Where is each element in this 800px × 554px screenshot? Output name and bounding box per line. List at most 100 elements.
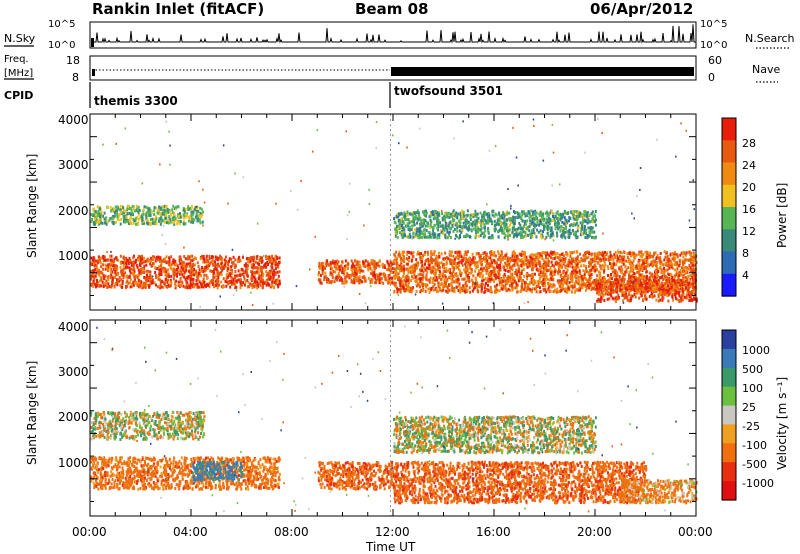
range-cell [507,225,510,229]
range-cell [193,273,196,277]
range-cell [514,228,517,232]
range-cell [235,279,238,283]
range-cell [413,263,416,267]
range-cell [122,220,125,224]
range-cell [465,251,468,255]
range-cell [321,272,324,276]
range-cell [245,262,248,266]
range-cell [136,274,138,278]
range-cell [464,270,467,274]
range-cell [399,281,402,285]
range-cell [544,267,547,271]
range-cell [216,286,219,290]
range-cell [155,283,157,287]
range-cell [463,285,466,289]
range-cell [602,259,605,262]
range-cell [185,282,188,286]
range-cell [399,289,402,293]
range-cell [127,262,130,266]
range-cell [444,275,447,279]
range-cell [553,250,556,254]
range-cell [329,273,332,277]
nave-dense-trace [391,67,694,76]
range-cell [474,228,477,231]
range-cell [408,259,410,263]
range-cell [561,278,563,282]
range-cell [126,258,128,262]
range-cell [198,219,201,223]
range-cell [438,255,441,258]
range-cell [93,222,96,226]
range-cell [199,211,202,215]
range-cell [544,263,547,267]
range-cell [488,272,491,276]
range-cell [265,273,268,277]
range-cell [507,231,510,235]
range-cell [420,266,423,270]
range-cell [539,290,542,294]
range-cell [220,285,223,289]
range-cell [278,282,281,286]
range-cell [580,277,583,281]
range-cell [490,287,493,291]
range-cell [557,221,560,225]
range-cell [488,235,491,239]
range-cell [145,269,148,273]
range-cell [400,220,403,224]
range-cell [160,220,163,224]
range-cell [421,289,424,292]
range-cell [460,261,463,265]
range-cell [331,261,334,265]
range-cell [95,285,97,289]
range-cell [684,252,687,256]
range-cell [111,264,114,268]
range-cell [498,220,501,224]
range-cell [196,261,199,265]
range-cell [471,261,474,265]
range-cell [107,263,110,267]
range-cell [503,227,506,231]
range-cell [427,260,430,264]
range-cell [248,260,251,264]
range-cell [512,281,515,285]
range-cell [609,250,612,254]
range-cell [427,267,430,270]
range-cell [539,229,542,233]
range-cell [350,259,353,263]
range-cell [147,279,150,283]
range-cell [329,261,332,264]
range-cell [139,216,142,220]
range-cell [446,286,449,290]
range-cell [596,257,598,260]
range-cell [671,275,674,279]
range-cell [442,286,445,289]
range-cell [666,251,668,255]
nsearch-label: N.Search [745,32,795,45]
range-cell [678,270,681,274]
range-cell [598,287,601,291]
range-cell [202,270,205,274]
range-cell [557,264,560,268]
range-cell [212,270,215,274]
range-cell [277,261,280,264]
range-cell [429,276,432,280]
range-cell [560,281,563,284]
range-cell [95,280,98,283]
range-cell [587,264,590,268]
range-cell [145,263,148,267]
range-cell [152,209,155,213]
range-cell [135,206,138,210]
range-cell [138,258,141,262]
range-cell [272,262,275,265]
range-cell [458,236,460,240]
range-cell [119,208,122,212]
range-cell [408,289,411,293]
range-cell [550,256,552,260]
range-cell [520,217,523,221]
range-cell [569,272,572,276]
range-cell [100,284,103,288]
range-cell [320,263,323,267]
range-cell [407,224,410,228]
range-cell [446,269,449,273]
range-cell [424,276,427,280]
